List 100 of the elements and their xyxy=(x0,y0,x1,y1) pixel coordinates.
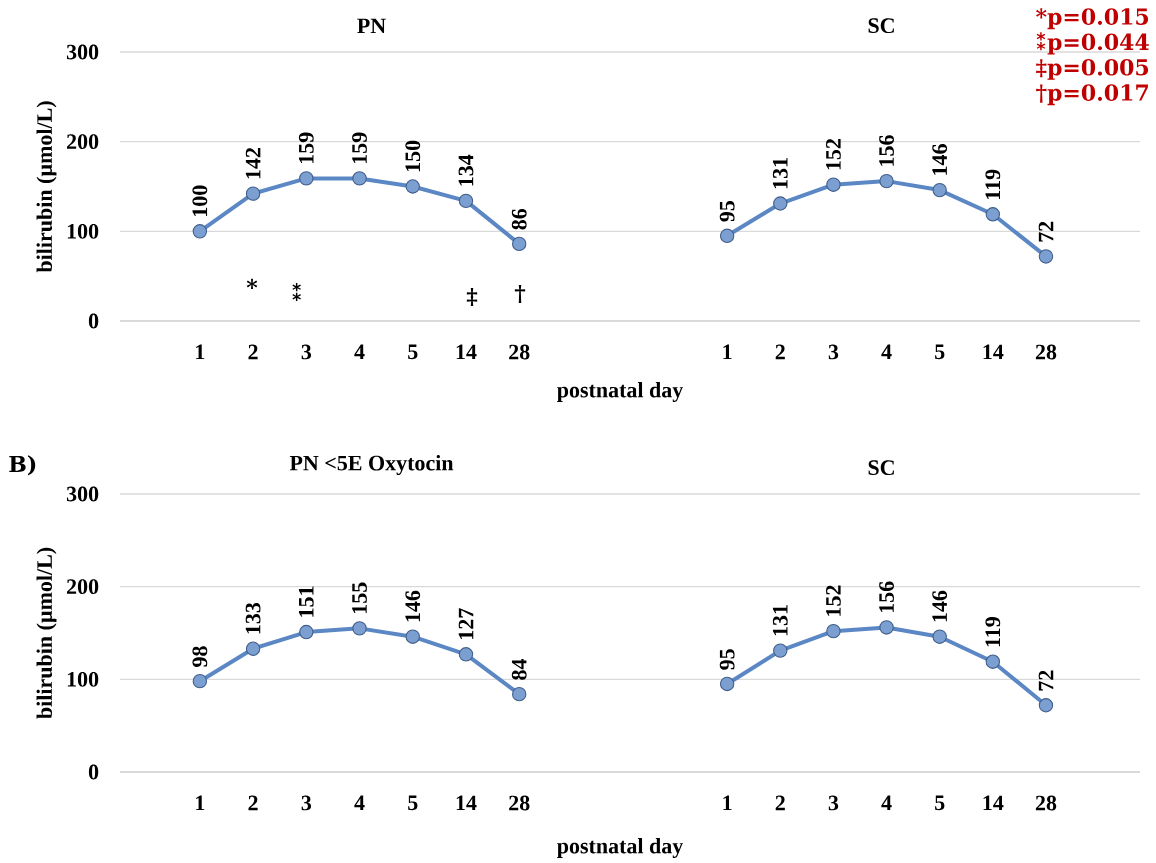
data-label: 131 xyxy=(772,605,788,636)
data-label: 146 xyxy=(932,144,948,175)
data-label: 159 xyxy=(352,132,367,164)
point xyxy=(1038,249,1054,264)
point xyxy=(245,186,261,201)
chart-title: PN xyxy=(357,18,386,34)
data-label: 119 xyxy=(985,617,1001,647)
data-label: 156 xyxy=(879,135,894,166)
chart-title: SC xyxy=(868,18,894,34)
x-tick-label: 1 xyxy=(196,344,205,360)
point xyxy=(299,171,314,186)
annotation: † xyxy=(514,284,526,304)
data-label: 98 xyxy=(192,646,208,667)
data-label: 151 xyxy=(298,586,314,617)
point xyxy=(299,624,314,640)
text: B) xyxy=(9,455,36,476)
x-tick-label: 28 xyxy=(1035,344,1057,360)
data-label: 72 xyxy=(1038,670,1054,691)
x-tick-label: 5 xyxy=(408,795,418,811)
y-tick-label: 300 xyxy=(66,44,99,60)
annotation: †p=0.017 xyxy=(1036,84,1148,106)
y-tick-label: 100 xyxy=(67,671,99,687)
point xyxy=(458,647,474,662)
data-label: 142 xyxy=(245,148,261,179)
x-axis-title: postnatal day xyxy=(557,837,684,858)
x-tick-label: 2 xyxy=(248,795,258,811)
point xyxy=(773,643,788,658)
point xyxy=(192,224,208,239)
data-label: 134 xyxy=(458,154,474,186)
x-tick-label: 3 xyxy=(828,795,839,811)
point xyxy=(985,207,1001,222)
x-tick-label: 3 xyxy=(301,344,312,360)
x-tick-label: 4 xyxy=(881,795,892,811)
point xyxy=(352,621,367,636)
point xyxy=(512,686,527,702)
x-tick-label: 5 xyxy=(935,344,945,360)
data-label: 95 xyxy=(719,649,735,670)
data-label: 100 xyxy=(192,185,208,216)
point xyxy=(405,629,420,644)
point xyxy=(932,629,947,644)
point xyxy=(352,171,367,186)
data-label: 152 xyxy=(826,585,841,616)
y-axis-title: bilirubin (µmol/L) xyxy=(36,101,57,273)
point xyxy=(985,654,1001,669)
data-label: 95 xyxy=(719,201,735,222)
data-label: 156 xyxy=(879,581,894,613)
point xyxy=(826,177,841,192)
x-tick-label: 14 xyxy=(983,344,1004,360)
data-label: 127 xyxy=(458,608,474,639)
x-tick-label: 4 xyxy=(354,795,365,811)
data-label: 146 xyxy=(405,590,421,622)
y-tick-label: 200 xyxy=(67,134,99,150)
y-tick-label: 0 xyxy=(88,764,99,780)
x-axis-title: postnatal day xyxy=(557,381,684,402)
data-label: 133 xyxy=(245,602,261,634)
point xyxy=(719,228,735,244)
y-tick-label: 300 xyxy=(66,486,99,502)
x-tick-label: 28 xyxy=(509,344,530,360)
point xyxy=(1038,698,1054,713)
point xyxy=(405,179,420,194)
x-tick-label: 4 xyxy=(881,344,892,360)
point xyxy=(879,620,894,635)
x-tick-label: 1 xyxy=(196,795,205,811)
x-tick-label: 2 xyxy=(775,344,785,360)
data-label: 84 xyxy=(511,658,527,680)
x-tick-label: 3 xyxy=(301,795,312,811)
x-tick-label: 14 xyxy=(983,795,1004,811)
point xyxy=(245,641,261,656)
y-tick-label: 200 xyxy=(67,579,99,595)
point xyxy=(773,196,788,211)
data-label: 152 xyxy=(826,139,841,170)
data-label: 119 xyxy=(985,169,1001,199)
chart-title: SC xyxy=(868,460,894,476)
x-tick-label: 1 xyxy=(723,344,732,360)
annotation: ⁑p=0.044 xyxy=(1036,32,1149,55)
point xyxy=(719,676,735,692)
annotation: ‡p=0.005 xyxy=(1036,58,1149,80)
point xyxy=(932,182,947,198)
x-tick-label: 14 xyxy=(456,344,477,360)
x-tick-label: 1 xyxy=(723,795,732,811)
x-tick-label: 28 xyxy=(509,795,530,811)
x-tick-label: 2 xyxy=(248,344,258,360)
chart-title: PN <5E Oxytocin xyxy=(289,455,454,476)
x-tick-label: 5 xyxy=(935,795,945,811)
x-tick-label: 4 xyxy=(354,344,365,360)
annotation: ⁑ xyxy=(292,283,301,301)
y-tick-label: 0 xyxy=(88,313,99,329)
x-tick-label: 28 xyxy=(1035,795,1057,811)
data-label: 155 xyxy=(352,582,367,613)
data-label: 150 xyxy=(405,140,421,172)
y-tick-label: 100 xyxy=(67,223,99,239)
x-tick-label: 14 xyxy=(456,795,477,811)
x-tick-label: 2 xyxy=(775,795,785,811)
text: *p=0.015 xyxy=(1036,8,1149,30)
point xyxy=(192,673,208,689)
x-tick-label: 5 xyxy=(408,344,418,360)
data-label: 159 xyxy=(298,132,314,164)
annotation: * xyxy=(246,278,258,290)
point xyxy=(458,193,474,209)
point xyxy=(512,236,527,252)
